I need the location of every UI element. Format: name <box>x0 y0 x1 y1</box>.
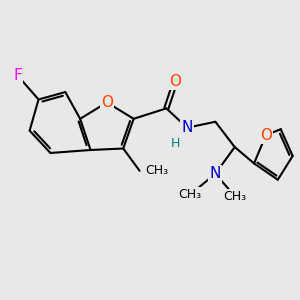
Text: O: O <box>169 74 181 89</box>
Text: O: O <box>260 128 272 142</box>
Text: F: F <box>14 68 22 83</box>
Text: N: N <box>210 166 221 181</box>
Text: O: O <box>101 95 113 110</box>
Text: CH₃: CH₃ <box>178 188 202 201</box>
Text: CH₃: CH₃ <box>146 164 169 177</box>
Text: N: N <box>182 120 193 135</box>
Text: H: H <box>171 137 181 150</box>
Text: CH₃: CH₃ <box>223 190 246 202</box>
